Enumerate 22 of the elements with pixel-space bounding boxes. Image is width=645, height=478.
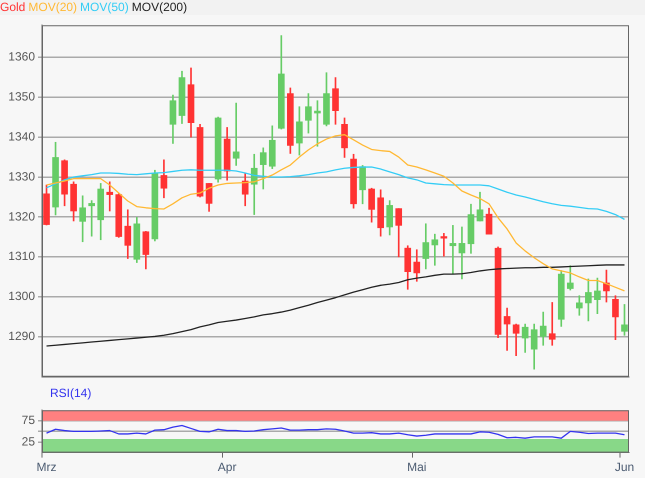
- text: Gold: [0, 0, 26, 14]
- x-tick-label: Mrz: [36, 460, 57, 474]
- text: MOV(50): [80, 0, 129, 14]
- x-tick-label: Jun: [614, 460, 634, 474]
- y-tick-label: 1320: [8, 209, 36, 224]
- y-tick-label: 1350: [8, 89, 36, 104]
- candlestick: [458, 226, 466, 280]
- y-tick-label: 75: [22, 413, 36, 428]
- candlestick: [314, 100, 321, 147]
- x-tick-label: Apr: [218, 460, 236, 474]
- y-tick-label: 1330: [8, 169, 36, 184]
- y-tick-label: 1360: [8, 49, 36, 64]
- y-tick-label: 1290: [8, 329, 36, 344]
- y-tick-label: 1310: [8, 249, 36, 264]
- text: MOV(200): [132, 0, 188, 14]
- y-tick-label: 1300: [8, 289, 36, 304]
- text: MOV(20): [28, 0, 78, 14]
- candlestick: [621, 304, 628, 336]
- y-tick-label: 25: [22, 434, 36, 448]
- y-tick-label: 1340: [8, 129, 36, 144]
- x-tick-label: Mai: [407, 460, 426, 474]
- text: RSI(14): [50, 386, 92, 400]
